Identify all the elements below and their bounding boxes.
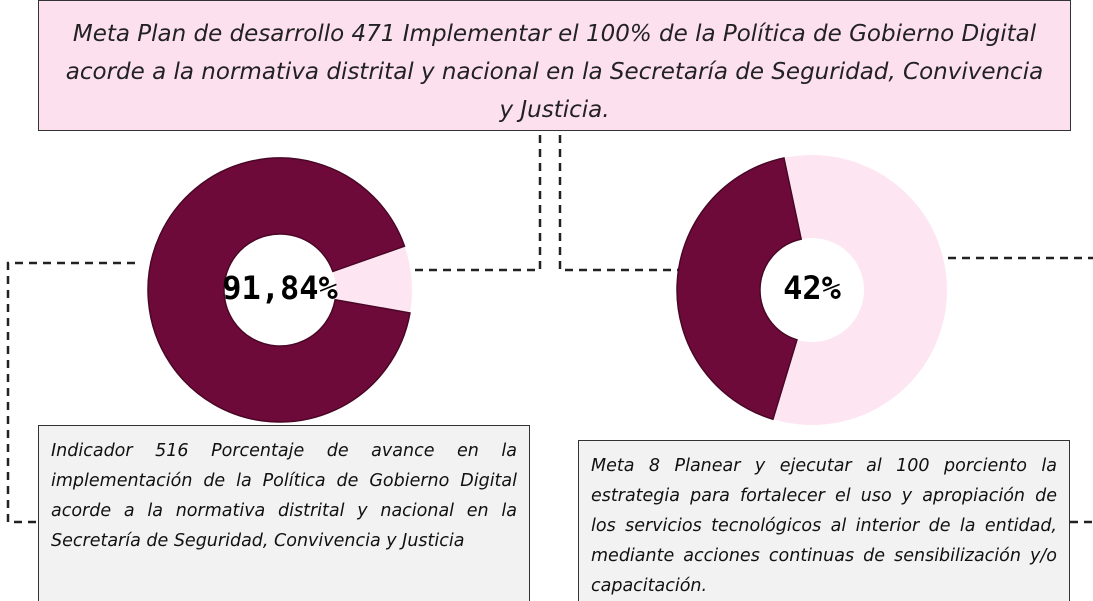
charts: 91,84% 42% bbox=[147, 155, 947, 425]
text-line: acorde a la normativa distrital y nacion… bbox=[51, 501, 517, 521]
text-line: los servicios tecnológicos al interior d… bbox=[591, 516, 1057, 536]
connector bbox=[410, 135, 542, 272]
text-line: Secretaría de Seguridad, Convivencia y J… bbox=[51, 531, 465, 551]
connector bbox=[558, 135, 680, 272]
text-line: mediante acciones continuas de sensibili… bbox=[591, 546, 1057, 566]
text-line: implementación de la Política de Gobiern… bbox=[51, 471, 517, 491]
text-line: capacitación. bbox=[591, 576, 708, 596]
text-line: estrategia para fortalecer el uso y apro… bbox=[591, 486, 1057, 506]
text-line: acorde a la normativa distrital y nacion… bbox=[65, 59, 1044, 85]
indicator-box: Indicador 516 Porcentaje de avance en la… bbox=[38, 425, 530, 601]
donut-segment bbox=[676, 157, 803, 421]
donut-label: 91,84% bbox=[222, 269, 338, 307]
text-line: Indicador 516 Porcentaje de avance en la bbox=[51, 441, 517, 461]
header: Meta Plan de desarrollo 471 Implementar … bbox=[38, 0, 1071, 131]
donut-segment bbox=[147, 157, 411, 423]
goal-box: Meta 8 Planear y ejecutar al 100 porcien… bbox=[578, 440, 1070, 601]
text-line: Meta Plan de desarrollo 471 Implementar … bbox=[72, 21, 1037, 47]
text-line: Meta 8 Planear y ejecutar al 100 porcien… bbox=[591, 456, 1057, 476]
donut-label: 42% bbox=[783, 269, 842, 307]
text-line: y Justicia. bbox=[499, 97, 610, 123]
connector bbox=[6, 261, 135, 524]
